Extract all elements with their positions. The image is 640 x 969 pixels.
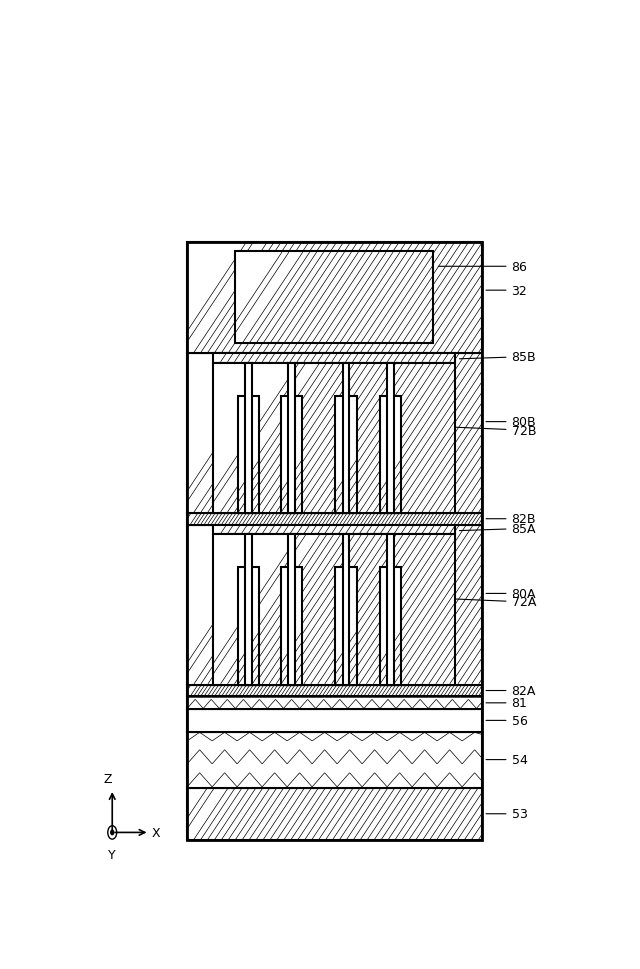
Text: 53: 53 xyxy=(486,807,527,821)
Bar xyxy=(213,525,455,535)
Bar xyxy=(380,568,401,685)
Bar xyxy=(187,709,482,732)
Text: X: X xyxy=(152,826,161,839)
Bar xyxy=(380,396,401,514)
Bar xyxy=(187,697,482,709)
Text: 56: 56 xyxy=(486,714,527,727)
Text: 85A: 85A xyxy=(460,522,536,536)
Bar xyxy=(187,525,482,685)
Text: 72B: 72B xyxy=(440,424,536,437)
Bar xyxy=(213,363,455,514)
Bar xyxy=(245,363,252,514)
Bar xyxy=(187,732,482,788)
Text: 54: 54 xyxy=(486,753,527,766)
Text: 80B: 80B xyxy=(486,416,536,428)
Bar xyxy=(335,396,356,514)
Bar xyxy=(335,568,356,685)
Text: 80A: 80A xyxy=(486,587,536,601)
Text: 82B: 82B xyxy=(486,513,536,526)
Bar xyxy=(236,252,433,344)
Text: Z: Z xyxy=(103,772,111,785)
Bar xyxy=(187,243,482,840)
Text: Y: Y xyxy=(108,848,116,861)
Bar xyxy=(343,363,349,514)
Text: 72A: 72A xyxy=(440,596,536,609)
Bar xyxy=(288,363,294,514)
Bar xyxy=(281,396,302,514)
Text: 32: 32 xyxy=(486,284,527,297)
Bar xyxy=(288,535,294,685)
Bar xyxy=(238,396,259,514)
Bar xyxy=(187,354,482,514)
Bar xyxy=(387,363,394,514)
Bar xyxy=(245,535,252,685)
Text: 86: 86 xyxy=(438,261,527,273)
Text: 81: 81 xyxy=(486,697,527,709)
Bar xyxy=(187,685,482,697)
Bar xyxy=(187,514,482,525)
Bar xyxy=(213,535,455,685)
Bar xyxy=(187,788,482,840)
Circle shape xyxy=(111,830,114,835)
Bar xyxy=(187,243,482,354)
Bar xyxy=(343,535,349,685)
Text: 85B: 85B xyxy=(460,351,536,363)
Bar xyxy=(387,535,394,685)
Text: 82A: 82A xyxy=(486,684,536,698)
Bar xyxy=(213,354,455,363)
Bar xyxy=(238,568,259,685)
Bar xyxy=(281,568,302,685)
